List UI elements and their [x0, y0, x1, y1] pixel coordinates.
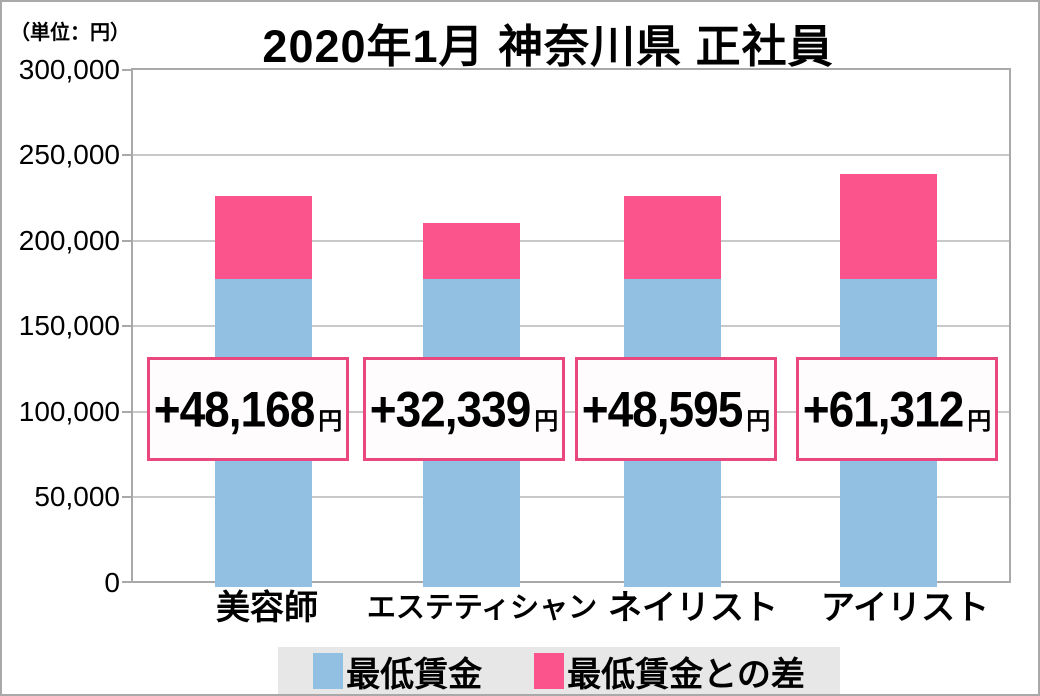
y-axis-tick-label: 200,000: [18, 225, 120, 256]
yen-suffix: 円: [746, 408, 771, 435]
gridline-50000: [133, 496, 1009, 498]
x-axis-category-label: ネイリスト: [608, 589, 778, 627]
yen-suffix: 円: [967, 408, 992, 435]
diff-value: +32,339: [369, 380, 532, 438]
chart-title: 2020年1月 神奈川県 正社員: [262, 21, 834, 72]
x-axis-category-label: アイリスト: [820, 589, 990, 627]
yen-suffix: 円: [318, 408, 343, 435]
diff-label-box: +32,339 円: [363, 357, 565, 461]
y-axis-tick: [122, 154, 131, 156]
diff-label-box: +48,595 円: [575, 357, 777, 461]
legend-item-diff: 最低賃金との差: [534, 647, 805, 695]
bar-segment-diff-0: [214, 196, 312, 279]
y-axis-tick-label: 50,000: [34, 481, 120, 512]
gridline-150000: [133, 325, 1009, 327]
x-axis-category-label: 美容師: [216, 589, 318, 627]
legend-swatch-blue: [313, 653, 344, 689]
legend: 最低賃金 最低賃金との差: [278, 647, 840, 695]
y-axis-tick: [122, 496, 131, 498]
bar-segment-diff-3: [839, 173, 937, 279]
gridline-100000: [133, 411, 1009, 413]
diff-label-box: +61,312 円: [796, 357, 998, 461]
y-axis-tick-label: 250,000: [18, 139, 120, 170]
diff-value: +48,595: [581, 380, 744, 438]
y-axis-tick: [122, 411, 131, 413]
y-axis-tick: [122, 240, 131, 242]
gridline-200000: [133, 240, 1009, 242]
legend-label: 最低賃金: [346, 655, 483, 694]
bar-segment-diff-2: [623, 195, 721, 279]
unit-note: （単位：円）: [10, 22, 130, 44]
legend-label: 最低賃金との差: [567, 655, 805, 694]
diff-value: +48,168: [153, 380, 316, 438]
y-axis-tick: [122, 69, 131, 71]
yen-suffix: 円: [534, 408, 559, 435]
gridline-250000: [133, 154, 1009, 156]
y-axis-tick-label: 100,000: [18, 396, 120, 427]
legend-item-min-wage: 最低賃金: [313, 647, 483, 695]
bar-segment-diff-1: [422, 223, 520, 279]
y-axis-tick: [122, 325, 131, 327]
diff-value: +61,312: [802, 380, 965, 438]
legend-swatch-pink: [534, 653, 565, 689]
x-axis-category-label: エステティシャン: [366, 592, 598, 624]
y-axis-tick-label: 0: [104, 567, 120, 598]
y-axis-tick: [122, 581, 131, 583]
y-axis-tick-label: 150,000: [18, 310, 120, 341]
diff-label-box: +48,168 円: [147, 357, 349, 461]
y-axis-tick-label: 300,000: [18, 54, 120, 85]
